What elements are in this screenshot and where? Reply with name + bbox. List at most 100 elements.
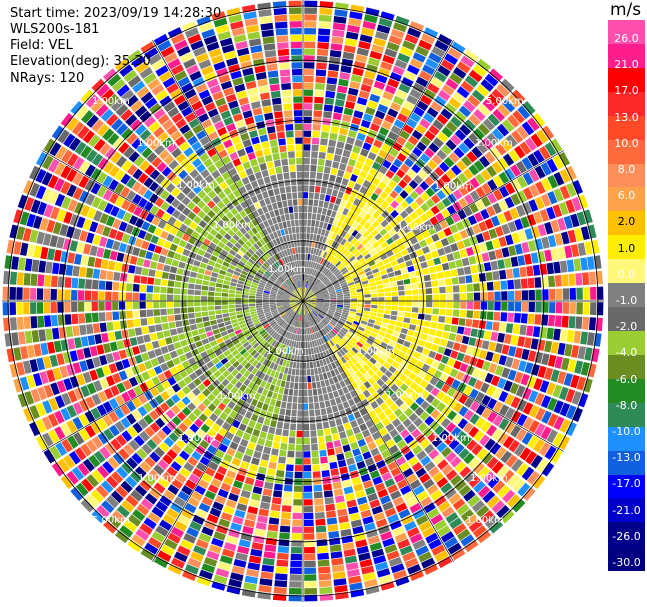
velocity-gate	[381, 274, 389, 280]
velocity-gate	[494, 226, 504, 237]
velocity-gate	[89, 245, 98, 256]
velocity-gate	[96, 247, 105, 258]
velocity-gate	[399, 262, 407, 269]
velocity-gate	[242, 288, 250, 293]
velocity-gate	[227, 268, 235, 274]
velocity-gate	[329, 132, 338, 141]
velocity-gate	[79, 230, 88, 242]
velocity-gate	[379, 365, 388, 374]
velocity-gate	[386, 41, 400, 52]
velocity-gate	[428, 449, 440, 460]
velocity-gate	[265, 284, 272, 289]
velocity-gate	[326, 153, 334, 161]
velocity-gate	[320, 352, 325, 359]
velocity-gate	[396, 280, 404, 286]
velocity-gate	[263, 351, 270, 358]
velocity-gate	[375, 349, 383, 357]
velocity-gate	[498, 390, 509, 403]
velocity-gate	[496, 83, 510, 97]
velocity-gate	[357, 496, 368, 505]
velocity-gate	[346, 210, 354, 218]
velocity-gate	[346, 457, 355, 466]
velocity-gate	[565, 165, 577, 181]
velocity-gate	[323, 335, 329, 342]
velocity-gate	[432, 294, 440, 301]
velocity-gate	[323, 299, 330, 301]
velocity-gate	[303, 171, 310, 178]
velocity-gate	[334, 234, 340, 242]
velocity-gate	[425, 383, 435, 393]
velocity-gate	[408, 135, 419, 146]
velocity-gate	[336, 273, 343, 279]
velocity-gate	[112, 281, 120, 291]
velocity-gate	[60, 113, 74, 128]
velocity-gate	[514, 313, 521, 323]
velocity-gate	[342, 346, 349, 354]
velocity-gate	[274, 580, 288, 588]
velocity-gate	[451, 379, 461, 389]
velocity-gate	[96, 404, 107, 417]
velocity-gate	[213, 224, 222, 232]
velocity-gate	[290, 303, 297, 308]
velocity-gate	[176, 327, 184, 334]
velocity-gate	[272, 239, 278, 246]
velocity-gate	[355, 215, 363, 224]
velocity-gate	[510, 425, 522, 438]
velocity-gate	[95, 367, 105, 379]
velocity-gate	[548, 275, 556, 287]
velocity-gate	[318, 265, 324, 272]
velocity-gate	[395, 238, 403, 246]
velocity-gate	[244, 362, 252, 370]
velocity-gate	[270, 308, 277, 312]
velocity-gate	[84, 164, 96, 177]
velocity-gate	[284, 256, 289, 264]
velocity-gate	[140, 41, 155, 54]
velocity-gate	[64, 277, 72, 288]
velocity-gate	[278, 308, 285, 312]
velocity-gate	[291, 319, 295, 326]
velocity-gate	[55, 145, 68, 160]
velocity-gate	[340, 437, 349, 446]
velocity-gate	[268, 426, 276, 435]
velocity-gate	[487, 398, 498, 410]
velocity-gate	[303, 240, 306, 247]
velocity-gate	[194, 290, 201, 296]
velocity-gate	[397, 52, 411, 64]
velocity-gate	[519, 447, 532, 461]
velocity-gate	[402, 368, 412, 377]
velocity-gate	[261, 265, 268, 271]
velocity-gate	[136, 86, 150, 99]
velocity-gate	[404, 377, 413, 387]
velocity-gate	[101, 500, 115, 514]
velocity-gate	[445, 286, 453, 293]
velocity-gate	[245, 167, 254, 176]
velocity-gate	[74, 253, 82, 265]
velocity-gate	[303, 296, 309, 301]
velocity-gate	[247, 152, 256, 161]
velocity-gate	[256, 289, 264, 293]
velocity-gate	[283, 484, 293, 492]
velocity-gate	[360, 260, 368, 267]
velocity-gate	[266, 352, 272, 360]
velocity-gate	[264, 271, 271, 277]
velocity-gate	[215, 309, 222, 315]
velocity-gate	[328, 139, 337, 147]
velocity-gate	[288, 443, 295, 451]
velocity-gate	[295, 341, 299, 348]
velocity-gate	[140, 276, 148, 284]
velocity-gate	[37, 201, 48, 216]
velocity-gate	[284, 367, 289, 374]
velocity-gate	[304, 287, 307, 295]
velocity-gate	[376, 378, 385, 387]
velocity-gate	[296, 334, 300, 342]
velocity-gate	[303, 301, 305, 308]
velocity-gate	[139, 523, 153, 536]
velocity-gate	[285, 289, 292, 295]
velocity-gate	[29, 165, 41, 181]
velocity-gate	[326, 314, 332, 320]
velocity-gate	[163, 223, 173, 233]
velocity-gate	[280, 366, 285, 373]
velocity-gate	[315, 293, 323, 297]
velocity-gate	[198, 179, 208, 189]
velocity-gate	[268, 517, 280, 525]
